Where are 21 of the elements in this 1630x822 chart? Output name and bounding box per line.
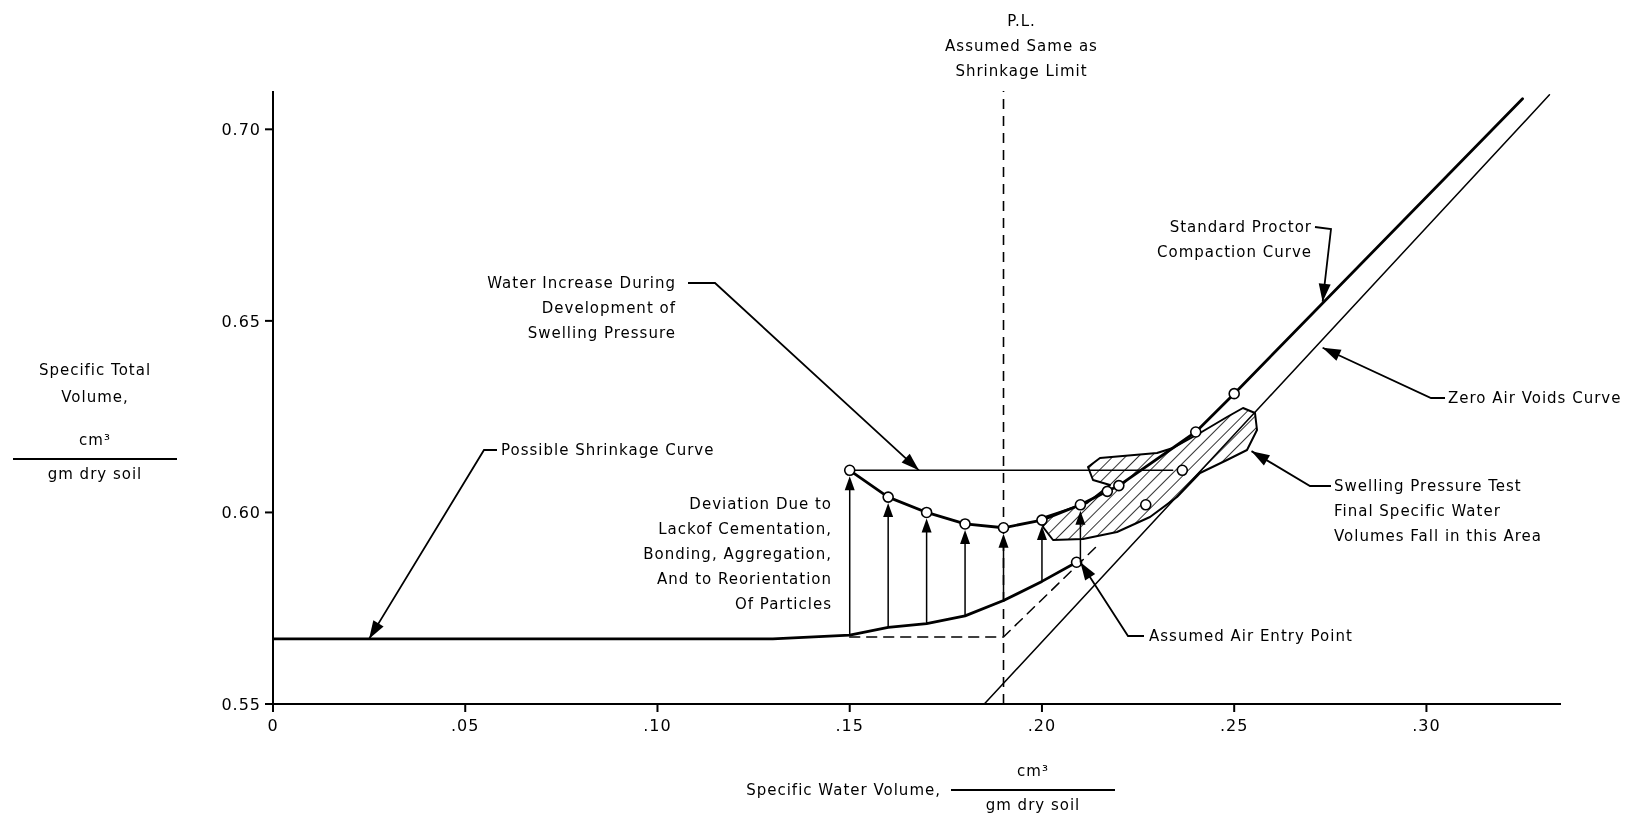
x-tick-label: .20: [1027, 716, 1057, 736]
y-tick-label: 0.65: [221, 311, 261, 331]
annotation: Assumed Air Entry Point: [1149, 626, 1353, 645]
annotation: Zero Air Voids Curve: [1448, 388, 1622, 407]
text: Specific Water Volume, cm³ gm dry soil: [746, 762, 1081, 814]
y-tick-label: 0.55: [221, 694, 261, 714]
x-tick-label: .30: [1412, 716, 1441, 736]
annotation: Deviation Due to Lackof Cementation, Bonding, Aggregation, And to Reorientation Of Particles: [643, 494, 832, 613]
x-tick-label: .25: [1219, 716, 1249, 736]
annotation: Standard Proctor Compaction Curve: [1157, 217, 1312, 261]
x-tick-label: 0: [267, 716, 279, 736]
annotation: Water Increase During Development of Swelling Pressure: [487, 273, 676, 342]
ref-line-label: P.L. Assumed Same as Shrinkage Limit: [945, 11, 1098, 80]
text: Specific Total Volume, cm³ gm dry soil: [38, 360, 152, 483]
x-tick-label: .10: [643, 716, 672, 736]
annotation: Swelling Pressure Test Final Specific Water Volumes Fall in this Area: [1334, 476, 1543, 545]
x-tick-label: .15: [835, 716, 864, 736]
x-tick-label: .05: [451, 716, 480, 736]
y-tick-label: 0.70: [221, 119, 261, 139]
y-tick-label: 0.60: [221, 503, 261, 523]
annotation: Possible Shrinkage Curve: [501, 440, 715, 459]
